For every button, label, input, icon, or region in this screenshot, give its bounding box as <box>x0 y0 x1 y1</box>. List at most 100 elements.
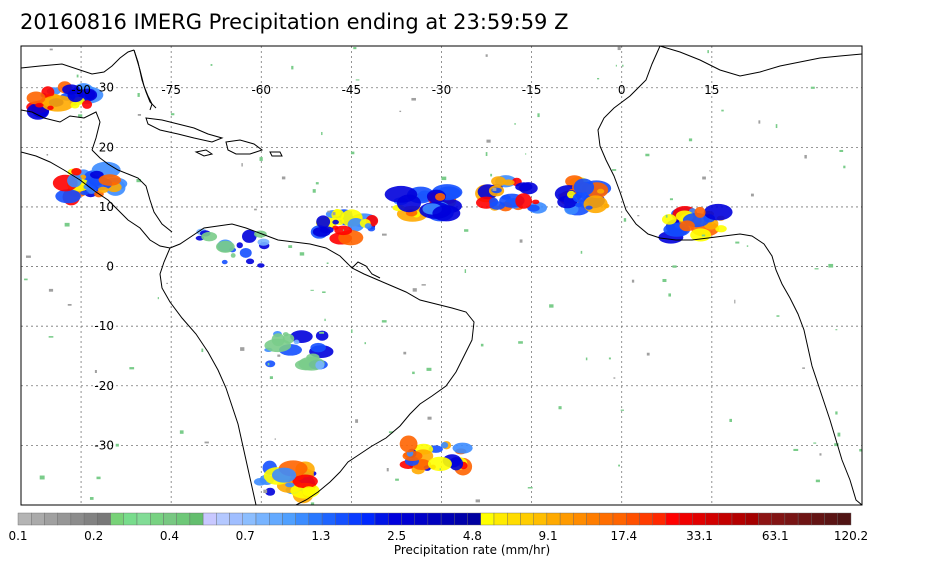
precip-speck <box>701 234 706 237</box>
precip-speck <box>319 331 325 334</box>
colorbar-tick-label: 0.7 <box>235 529 255 543</box>
precip-speck <box>25 255 31 258</box>
precip-speck <box>612 169 617 171</box>
colorbar-swatch <box>454 512 468 526</box>
precip-cell <box>491 176 506 187</box>
precip-speck <box>580 250 583 254</box>
colorbar-swatch <box>493 512 508 526</box>
precip-speck <box>828 263 834 268</box>
precip-speck <box>342 229 344 231</box>
precip-speck <box>170 113 175 116</box>
precip-speck <box>859 448 862 452</box>
precip-speck <box>157 297 159 300</box>
lat-tick-label: -30 <box>94 438 114 452</box>
lon-tick-label: -75 <box>161 83 181 97</box>
precip-speck <box>843 165 846 169</box>
colorbar-swatch <box>692 512 706 526</box>
precip-speck <box>475 499 481 503</box>
precip-speck <box>96 476 101 480</box>
colorbar-tick-label: 0.2 <box>84 529 104 543</box>
precip-speck <box>618 464 620 467</box>
precip-speck <box>76 74 79 78</box>
precip-speck <box>793 448 799 451</box>
precip-speck <box>802 367 805 369</box>
precip-speck <box>240 347 245 351</box>
precip-speck <box>179 430 184 434</box>
colorbar-swatch <box>136 512 151 526</box>
precip-speck <box>439 468 441 470</box>
precip-speck <box>835 329 838 331</box>
precip-speck <box>254 208 257 211</box>
coastline-yucatan <box>21 109 101 151</box>
precip-cell <box>84 89 96 100</box>
precip-cell <box>715 225 727 233</box>
precip-speck <box>672 265 677 268</box>
precip-speck <box>350 151 355 155</box>
lat-tick-label: -10 <box>94 319 114 333</box>
precip-speck <box>819 453 822 456</box>
colorbar-tick-label: 63.1 <box>761 529 789 543</box>
precip-speck <box>735 241 740 244</box>
lon-tick-label: -60 <box>251 83 271 97</box>
lon-tick-label: -30 <box>432 83 452 97</box>
precip-cell <box>292 474 318 489</box>
precip-speck <box>381 233 387 236</box>
precip-speck <box>288 245 293 248</box>
precip-speck <box>355 79 360 81</box>
precip-speck <box>24 278 28 281</box>
precip-cell <box>257 238 270 246</box>
colorbar-swatch <box>269 512 283 526</box>
precip-cell <box>47 105 54 110</box>
precip-cell <box>661 214 677 225</box>
precip-cell <box>449 457 464 471</box>
colorbar-swatch <box>639 512 653 526</box>
precip-speck <box>39 475 45 480</box>
precip-cell <box>89 170 104 179</box>
colorbar-tick-label: 0.1 <box>8 529 28 543</box>
precip-cell <box>201 231 218 242</box>
precip-cell <box>427 456 452 472</box>
map-border-and-ticks: -90 -75 -60 -45 -30 -15 0 15 30 20 10 0 -10 -20 -30 <box>71 81 719 453</box>
precip-cell <box>583 195 608 214</box>
precip-speck <box>804 154 807 159</box>
precip-cell <box>265 487 276 496</box>
colorbar-swatch <box>718 512 733 526</box>
colorbar-swatch <box>758 512 772 526</box>
lon-tick-label: 0 <box>618 83 626 97</box>
precip-cell <box>216 240 235 253</box>
colorbar-swatch <box>176 512 191 526</box>
precip-cell <box>97 186 109 194</box>
colorbar-tick-label: 0.4 <box>159 529 179 543</box>
lon-tick-label: -45 <box>342 83 362 97</box>
colorbar-tick-label: 9.1 <box>538 529 558 543</box>
precip-speck <box>315 182 319 185</box>
precip-cell <box>694 206 706 218</box>
colorbar-swatch <box>811 512 825 526</box>
lat-tick-label: 10 <box>99 200 114 214</box>
precip-cell <box>221 259 228 265</box>
precip-cell <box>364 223 372 229</box>
colorbar-tick-label: 33.1 <box>686 529 713 543</box>
precip-cell <box>515 193 532 209</box>
colorbar-swatch <box>507 512 521 526</box>
precip-speck <box>709 170 711 172</box>
precip-cell <box>41 86 55 99</box>
precip-speck <box>137 93 140 97</box>
colorbar-swatch <box>652 512 667 526</box>
precip-cell <box>253 477 267 486</box>
precip-speck <box>421 284 426 286</box>
precip-speck <box>324 318 326 322</box>
precip-speck <box>776 315 780 317</box>
precip-cell <box>230 253 236 258</box>
coastline-amazon-delta <box>351 261 381 279</box>
colorbar-swatch <box>731 512 746 526</box>
map-title: 20160816 IMERG Precipitation ending at 2… <box>20 10 569 34</box>
precip-speck <box>464 269 467 274</box>
precip-cell <box>67 173 82 188</box>
precip-cell <box>315 360 325 370</box>
precip-speck <box>707 50 709 54</box>
lat-tick-label: 20 <box>99 140 114 154</box>
lon-tick-label: -90 <box>71 83 91 97</box>
coastline-central-america-caribbean <box>91 149 173 233</box>
